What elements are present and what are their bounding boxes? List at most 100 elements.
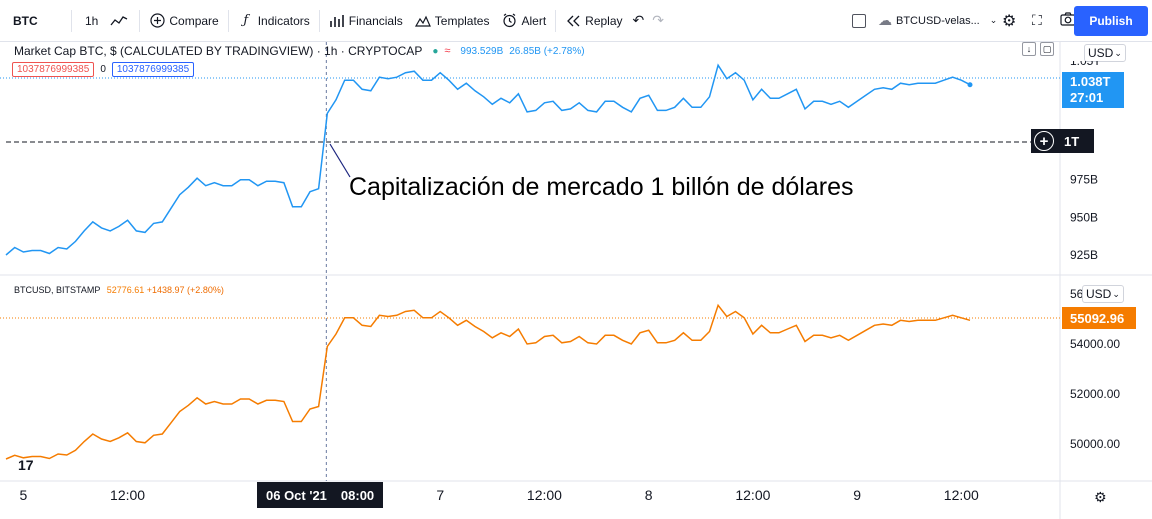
currency-select-top[interactable]: USD ⌄	[1084, 44, 1126, 62]
crosshair-time: 08:00	[340, 487, 375, 503]
add-plus-icon[interactable]: +	[1034, 131, 1054, 151]
time-tick-label: 12:00	[944, 487, 979, 503]
indicators-label: Indicators	[257, 13, 310, 28]
market-cap-legend-title: Market Cap BTC, $ (CALCULATED BY TRADING…	[14, 44, 423, 58]
compare-button[interactable]: Compare	[143, 0, 224, 42]
down-arrow-icon: ↓	[1026, 44, 1032, 54]
btcusd-series-line[interactable]	[5, 303, 971, 460]
market-cap-change: 26.85B (+2.78%)	[509, 46, 584, 57]
chart-area[interactable]: Capitalización de mercado 1 billón de dó…	[0, 42, 1152, 519]
market-cap-change-text: 26.85B (+2.78%)	[509, 45, 585, 57]
layout-name: BTCUSD-velas...	[896, 14, 980, 27]
currency-label-top: USD	[1088, 46, 1114, 60]
fullscreen-icon: ⛶	[1032, 12, 1042, 28]
crosshair-date: 06 Oct '21	[266, 487, 327, 503]
alarm-clock-icon	[501, 13, 517, 29]
fullscreen-button[interactable]: ⛶	[1026, 0, 1048, 42]
price-tick-bottom: 54000.00	[1070, 337, 1120, 351]
indicators-button[interactable]: ƒ Indicators	[232, 0, 316, 42]
chevron-down-icon: ⌄	[989, 15, 998, 25]
select-layout-checkbox[interactable]	[846, 0, 872, 42]
status-dot-icon: ●	[432, 45, 439, 57]
function-icon: ƒ	[243, 13, 249, 28]
last-value-dot	[967, 82, 973, 88]
cloud-icon: ☁	[878, 12, 892, 28]
chart-canvas[interactable]: Capitalización de mercado 1 billón de dó…	[0, 42, 1152, 519]
btcusd-legend[interactable]: BTCUSD, BITSTAMP 52776.61 +1438.97 (+2.8…	[14, 285, 224, 295]
value-box-blue: 1037876999385	[111, 62, 195, 77]
pane-maximize-button[interactable]: ▢	[1040, 42, 1054, 56]
time-tick-label: 12:00	[110, 487, 145, 503]
time-tick-label: 12:00	[735, 487, 770, 503]
time-tick-label: 12:00	[527, 487, 562, 503]
annotation-pointer-line[interactable]	[329, 143, 351, 178]
partial-tick-bottom-text: 56000.00	[1070, 287, 1082, 301]
level-badge-1t[interactable]: + 1T	[1031, 129, 1094, 153]
market-cap-legend[interactable]: Market Cap BTC, $ (CALCULATED BY TRADING…	[14, 42, 585, 60]
replay-button[interactable]: Replay	[559, 0, 628, 42]
value-box-count: 0	[100, 64, 106, 75]
tradingview-logo: 17	[18, 457, 34, 473]
current-price-top: 1.038T	[1070, 74, 1111, 89]
alert-button[interactable]: Alert	[495, 0, 552, 42]
annotation-text[interactable]: Capitalización de mercado 1 billón de dó…	[349, 173, 853, 201]
market-cap-series-line[interactable]	[5, 63, 971, 256]
market-cap-value: 993.529B	[460, 45, 504, 57]
bar-chart-icon	[329, 13, 345, 29]
price-axis-top-ticks: 975B 950B 925B	[1070, 173, 1098, 262]
currency-select-bottom[interactable]: USD ⌄	[1082, 285, 1124, 303]
undo-button[interactable]: ↶	[629, 0, 649, 42]
maximize-icon: ▢	[1042, 43, 1052, 54]
chart-type-button[interactable]	[108, 0, 136, 42]
financials-button[interactable]: Financials	[323, 0, 409, 42]
replay-label: Replay	[585, 13, 623, 28]
interval-label: 1h	[85, 13, 99, 28]
currency-label-bottom: USD	[1086, 287, 1112, 301]
partial-tick-bottom: 56000.00	[1070, 287, 1082, 301]
symbol-label: BTC	[13, 13, 38, 28]
price-tick-bottom: 50000.00	[1070, 437, 1120, 451]
divider	[71, 9, 72, 32]
current-price-badge-bottom: 55092.96	[1062, 307, 1136, 329]
pane-arrow-button[interactable]: ↓	[1022, 42, 1036, 56]
divider	[555, 9, 557, 32]
top-toolbar: BTC 1h Compare ƒ Indicators Financials T…	[0, 0, 1152, 42]
line-chart-icon	[110, 15, 128, 25]
publish-button[interactable]: Publish	[1074, 6, 1148, 36]
gear-icon: ⚙	[1002, 12, 1017, 30]
btcusd-legend-title: BTCUSD, BITSTAMP	[14, 285, 101, 295]
divider	[139, 9, 141, 32]
time-tick-label: 9	[853, 487, 861, 503]
alert-label: Alert	[521, 13, 547, 28]
templates-icon	[414, 13, 431, 29]
partial-tick-top: 1.05T	[1070, 61, 1101, 68]
symbol-search-button[interactable]: BTC	[0, 0, 68, 42]
settings-button[interactable]: ⚙	[996, 0, 1022, 42]
time-tick-label: 5	[19, 487, 27, 503]
time-tick-label: 7	[436, 487, 444, 503]
market-cap-legend-value: 993.529B	[460, 46, 503, 57]
level-label-1t: 1T	[1064, 133, 1080, 149]
interval-button[interactable]: 1h	[75, 0, 108, 42]
chevron-down-icon: ⌄	[1112, 288, 1120, 299]
price-tick-bottom: 52000.00	[1070, 387, 1120, 401]
rewind-icon	[565, 13, 581, 29]
legend-value-boxes: 1037876999385 0 1037876999385	[12, 62, 195, 77]
btcusd-legend-value: 52776.61	[106, 285, 145, 295]
price-tick-top: 975B	[1070, 173, 1098, 187]
templates-label: Templates	[434, 13, 490, 28]
layout-menu-button[interactable]: ☁ BTCUSD-velas... ⌄	[872, 0, 1003, 42]
time-axis-settings-button[interactable]: ⚙	[1094, 489, 1107, 506]
publish-label: Publish	[1089, 14, 1133, 28]
price-axis-bottom-ticks: 54000.00 52000.00 50000.00	[1070, 337, 1120, 451]
current-price-badge-top: 1.038T 27:01	[1062, 72, 1124, 108]
redo-button[interactable]: ↷	[648, 0, 668, 42]
divider	[227, 9, 229, 32]
chevron-down-icon: ⌄	[1114, 47, 1122, 58]
compare-label: Compare	[169, 13, 219, 28]
templates-button[interactable]: Templates	[409, 0, 496, 42]
undo-icon: ↶	[632, 12, 645, 28]
countdown-timer: 27:01	[1070, 90, 1104, 105]
divider	[318, 9, 320, 32]
current-price-bottom: 55092.96	[1070, 310, 1125, 326]
